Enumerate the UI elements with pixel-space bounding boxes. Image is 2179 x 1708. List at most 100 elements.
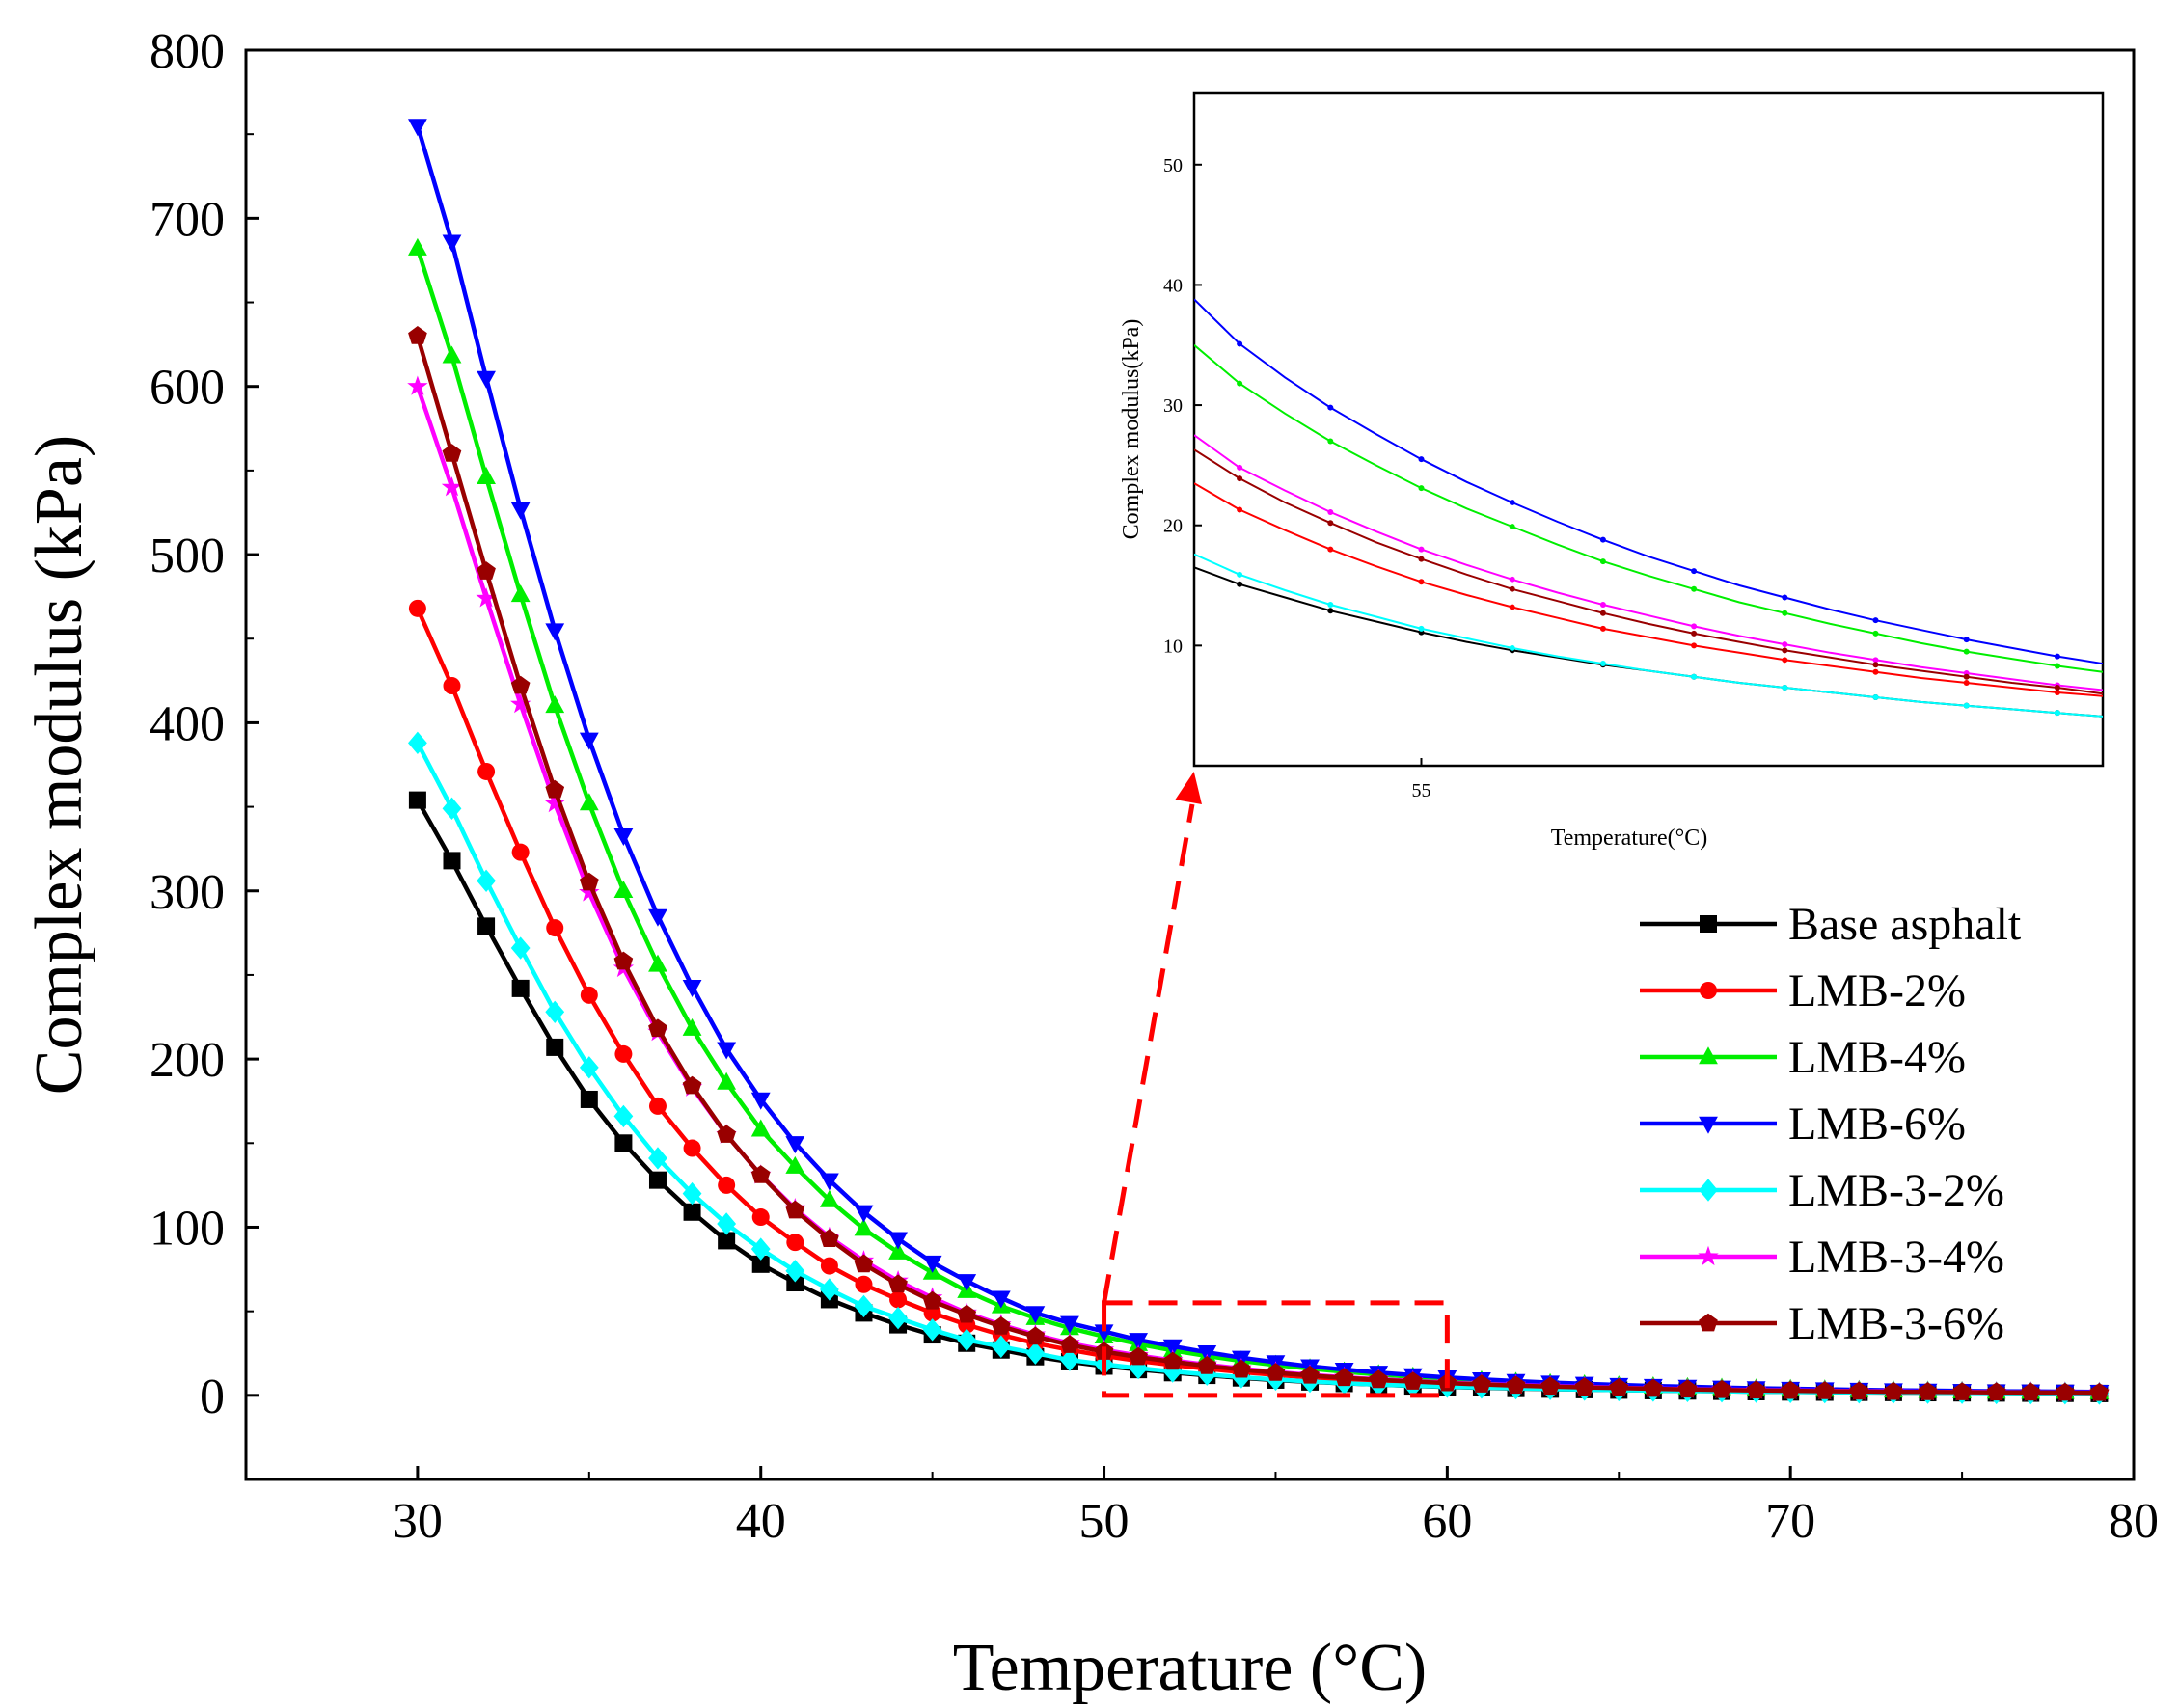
data-point (717, 1212, 737, 1235)
x-tick-label: 40 (736, 1494, 786, 1549)
legend-label: LMB-2% (1788, 965, 1966, 1017)
inset-data-point (1237, 571, 1243, 578)
data-point (785, 1136, 805, 1154)
data-point (510, 936, 531, 960)
inset-data-point (1327, 438, 1334, 445)
inset-x-axis-title: Temperature(°C) (1551, 826, 1708, 851)
data-point (1162, 1339, 1183, 1357)
inset-data-point (1963, 637, 1970, 643)
data-point (992, 1316, 1011, 1335)
inset-data-point (1782, 641, 1788, 648)
data-point (1574, 1377, 1594, 1396)
x-axis-title: Temperature (°C) (953, 1631, 1427, 1705)
data-point (717, 1071, 737, 1090)
data-point (888, 1241, 908, 1260)
data-point (888, 1274, 908, 1293)
data-point (443, 852, 461, 870)
y-axis-title: Complex modulus (kPa) (22, 435, 96, 1095)
inset-data-point (2054, 653, 2060, 660)
inset-data-point (1872, 693, 1879, 700)
inset-y-tick-label: 30 (1163, 395, 1183, 417)
inset-data-point (1327, 520, 1334, 527)
data-point (1025, 1326, 1046, 1345)
data-point (1952, 1382, 1972, 1400)
data-point (477, 370, 496, 389)
inset-data-point (1782, 594, 1788, 601)
data-point (854, 1294, 874, 1318)
data-point (683, 1139, 701, 1157)
inset-data-point (1509, 604, 1515, 610)
data-point (1781, 1380, 1800, 1399)
y-tick-label: 300 (150, 865, 225, 920)
data-point (613, 1104, 634, 1128)
inset-data-point (1599, 558, 1606, 565)
inset-y-tick-label: 50 (1163, 155, 1183, 176)
inset-data-point (1599, 661, 1606, 667)
data-point (442, 345, 462, 364)
inset-y-tick-label: 40 (1163, 275, 1183, 296)
data-point (819, 1278, 839, 1301)
legend-marker (1700, 982, 1717, 999)
data-point (785, 1200, 805, 1219)
legend-item: LMB-4% (1640, 1032, 1966, 1083)
inset-data-point (1691, 630, 1698, 637)
y-tick-label: 400 (150, 696, 225, 751)
inset-data-point (1509, 500, 1515, 506)
data-point (1162, 1360, 1183, 1383)
legend-item: LMB-6% (1640, 1098, 1966, 1150)
inset-data-point (1418, 579, 1425, 585)
data-point (443, 677, 461, 695)
data-point (718, 1176, 736, 1194)
data-point (477, 762, 496, 780)
data-point (408, 791, 426, 809)
data-point (545, 1000, 565, 1023)
inset-data-point (1327, 404, 1334, 411)
data-point (1232, 1359, 1251, 1378)
inset-data-point (1599, 536, 1606, 543)
data-point (441, 476, 463, 497)
data-point (750, 1092, 771, 1110)
data-point (648, 1018, 667, 1038)
x-tick-label: 80 (2109, 1494, 2159, 1549)
inset-data-point (1872, 630, 1879, 637)
legend-label: LMB-3-6% (1788, 1298, 2004, 1349)
data-point (580, 1090, 598, 1108)
inset-data-point (2054, 689, 2060, 695)
inset-data-point (1599, 610, 1606, 616)
data-point (1369, 1369, 1388, 1389)
inset-series-group (1194, 298, 2103, 718)
data-point (1814, 1381, 1835, 1399)
inset-data-point (2054, 684, 2060, 691)
inset-data-point (1237, 506, 1243, 513)
inset-series-line (1194, 482, 2103, 697)
inset-series-lmb-3-2- (1194, 553, 2103, 718)
data-point (922, 1255, 942, 1273)
data-point (579, 793, 599, 811)
data-point (786, 1234, 804, 1252)
inset-data-point (1963, 648, 1970, 655)
legend-marker (1700, 915, 1717, 933)
inset-data-point (1327, 608, 1334, 614)
data-point (546, 1038, 564, 1056)
data-point (1472, 1374, 1491, 1393)
data-point (683, 1203, 701, 1221)
data-point (614, 1044, 633, 1063)
data-point (1060, 1335, 1079, 1353)
data-point (545, 779, 565, 799)
data-point (1025, 1306, 1046, 1324)
legend-label: Base asphalt (1788, 899, 2022, 950)
inset-data-point (1872, 617, 1879, 624)
y-tick-label: 0 (200, 1369, 225, 1424)
data-point (408, 731, 427, 755)
data-point (579, 1056, 599, 1079)
data-point (477, 917, 496, 935)
inset-data-point (1418, 556, 1425, 562)
legend-label: LMB-6% (1788, 1098, 1966, 1150)
inset-data-point (1872, 662, 1879, 668)
data-point (546, 919, 564, 937)
data-point (442, 797, 462, 821)
legend-label: LMB-3-2% (1788, 1165, 2004, 1216)
inset-data-point (1599, 601, 1606, 608)
inset-data-point (1691, 673, 1698, 680)
